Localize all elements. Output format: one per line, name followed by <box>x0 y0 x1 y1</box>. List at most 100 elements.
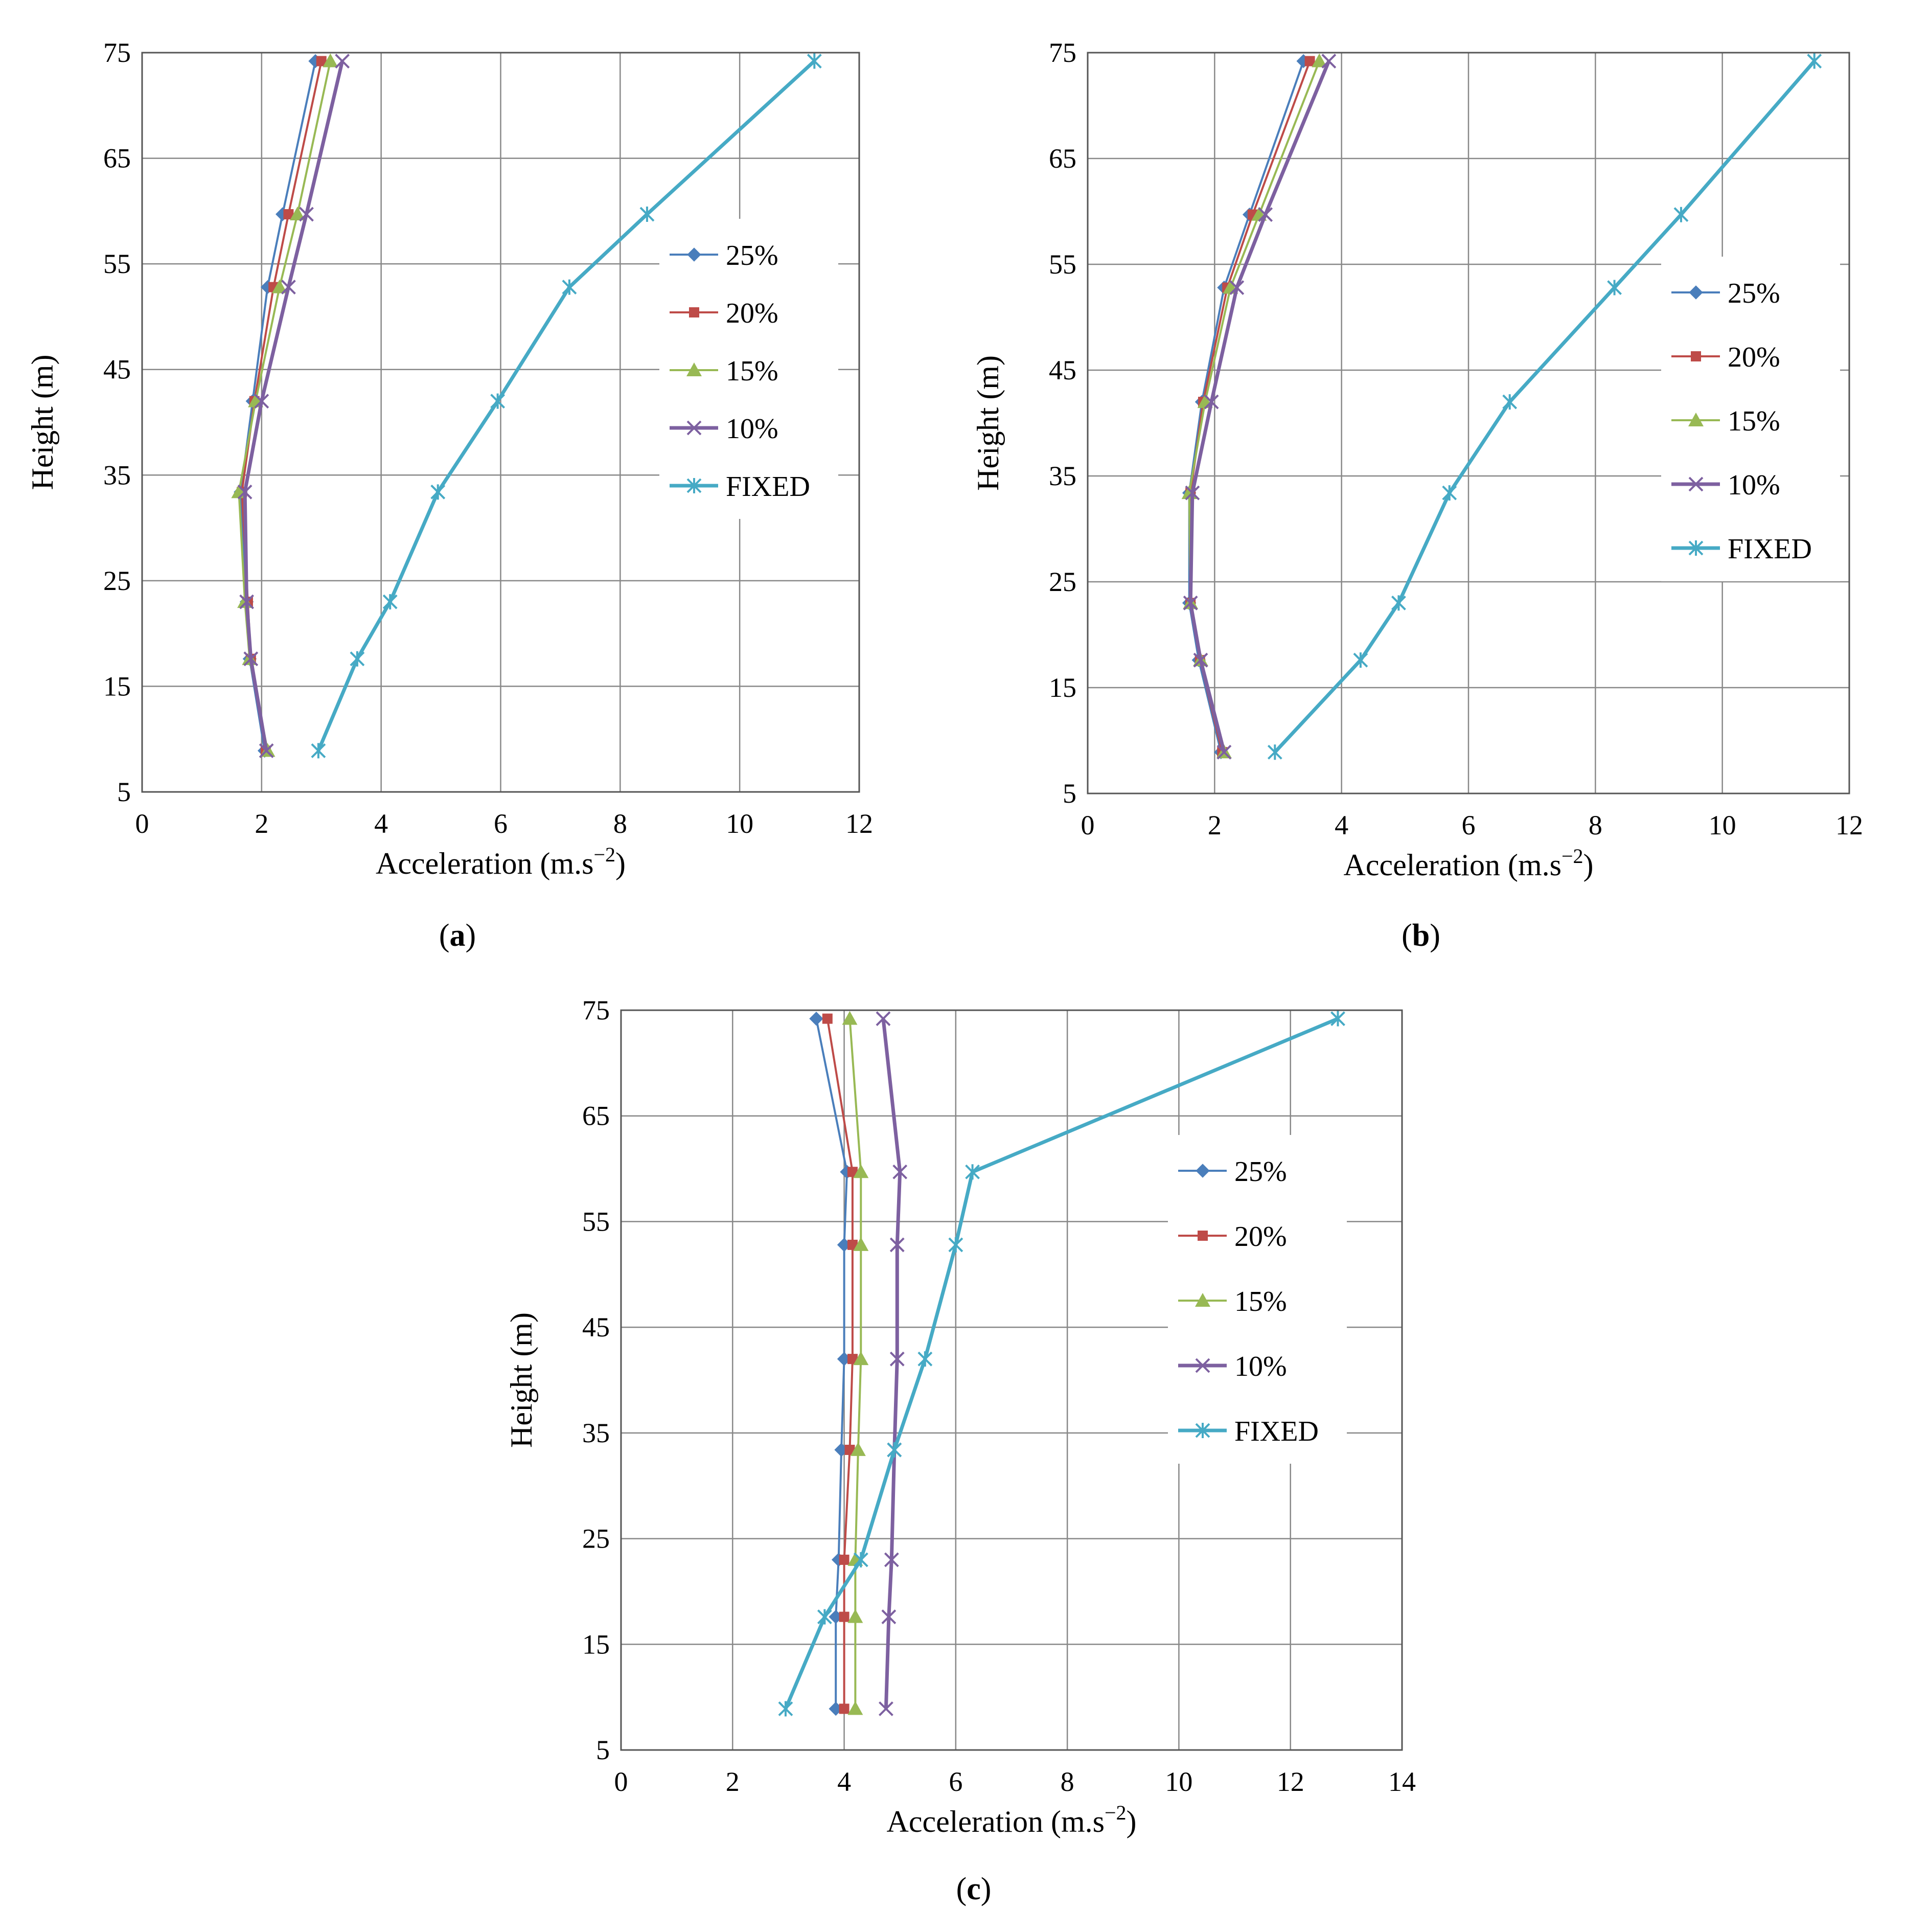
data-point <box>281 280 296 295</box>
legend-label: FIXED <box>1728 533 1812 565</box>
legend-label: 15% <box>1234 1286 1287 1317</box>
legend-label: 15% <box>726 355 778 387</box>
y-tick-label: 35 <box>103 460 131 490</box>
legend-label: 25% <box>1234 1156 1287 1188</box>
data-point <box>562 279 577 295</box>
x-tick-label: 10 <box>1165 1766 1192 1797</box>
legend-label: 10% <box>726 413 778 445</box>
data-point <box>1607 280 1622 296</box>
y-tick-label: 25 <box>1049 566 1076 597</box>
y-tick-label: 5 <box>117 777 131 807</box>
legend-marker <box>1196 1164 1210 1178</box>
y-tick-label: 65 <box>1049 143 1076 174</box>
x-tick-label: 2 <box>726 1766 740 1797</box>
legend-marker <box>1195 1293 1210 1307</box>
x-tick-label: 10 <box>1709 810 1736 840</box>
x-tick-label: 2 <box>1208 810 1222 840</box>
legend-background <box>659 219 838 519</box>
data-point <box>850 1442 866 1456</box>
data-point <box>299 207 314 222</box>
legend-marker <box>1688 476 1704 492</box>
data-point <box>243 651 259 667</box>
y-tick-label: 25 <box>103 565 131 596</box>
data-point <box>822 1013 833 1024</box>
y-tick-label: 25 <box>582 1524 610 1554</box>
y-axis-title: Height (m) <box>26 355 59 490</box>
data-point <box>1353 652 1368 668</box>
legend-entry: FIXED <box>1178 1416 1319 1447</box>
data-point <box>271 279 287 293</box>
legend-label: FIXED <box>1234 1416 1319 1447</box>
legend-label: 20% <box>1234 1221 1287 1253</box>
series-10pct <box>237 54 350 758</box>
data-point <box>382 594 398 610</box>
x-tick-label: 12 <box>1277 1766 1304 1797</box>
y-tick-label: 75 <box>582 995 610 1026</box>
data-point <box>1391 595 1406 611</box>
legend-label: 15% <box>1728 405 1780 437</box>
data-point <box>335 54 350 69</box>
data-point <box>1502 394 1518 410</box>
x-tick-label: 14 <box>1388 1766 1416 1797</box>
data-point <box>853 1237 869 1251</box>
legend-marker <box>1691 351 1701 361</box>
data-point <box>876 1011 891 1026</box>
x-tick-label: 0 <box>135 808 149 839</box>
series-line <box>1188 60 1331 753</box>
data-point <box>1312 53 1327 67</box>
data-point <box>1330 1011 1345 1027</box>
legend-entry: 15% <box>670 355 778 387</box>
x-axis-title: Acceleration (m.s−2) <box>376 843 626 880</box>
y-tick-label: 45 <box>582 1312 610 1343</box>
data-point <box>847 1701 863 1715</box>
data-point <box>323 53 338 67</box>
legend-label: FIXED <box>726 471 810 503</box>
y-tick-label: 65 <box>582 1101 610 1131</box>
data-point <box>311 743 326 759</box>
data-point <box>842 1011 858 1025</box>
data-point <box>778 1701 793 1717</box>
data-point <box>847 1239 858 1250</box>
y-tick-label: 15 <box>582 1629 610 1660</box>
data-point <box>1807 53 1822 69</box>
legend-entry: 15% <box>1671 405 1780 437</box>
legend-entry: 20% <box>1671 342 1780 373</box>
data-point <box>283 209 294 220</box>
y-tick-label: 75 <box>1049 37 1076 68</box>
y-axis-title: Height (m) <box>504 1312 538 1448</box>
legend-marker <box>689 307 699 317</box>
y-tick-label: 55 <box>103 248 131 279</box>
x-axis-title: Acceleration (m.s−2) <box>1343 845 1593 882</box>
legend-entry: FIXED <box>1671 533 1812 565</box>
legend-marker <box>686 420 702 436</box>
x-axis-title: Acceleration (m.s−2) <box>886 1801 1136 1838</box>
series-20pct <box>822 1013 858 1714</box>
chart-panel-b: 0 2 4 6 8 10 12 5 15 25 35 45 55 65 75 Acceleration (m.… <box>971 37 1863 953</box>
series-10pct <box>1183 54 1337 760</box>
y-tick-label: 35 <box>582 1418 610 1448</box>
legend-label: 20% <box>726 298 778 329</box>
data-point <box>844 1444 855 1455</box>
y-tick-label: 35 <box>1049 461 1076 491</box>
legend-marker <box>1688 413 1704 426</box>
data-point <box>1185 485 1200 501</box>
series-line <box>826 1018 854 1709</box>
data-point <box>1229 280 1245 295</box>
series-line <box>848 1018 862 1709</box>
panel-label: (c) <box>956 1872 992 1906</box>
x-tick-label: 0 <box>1081 810 1095 840</box>
legend-label: 10% <box>1234 1351 1287 1382</box>
data-point <box>1193 652 1208 668</box>
data-point <box>884 1552 899 1567</box>
x-tick-label: 12 <box>845 808 873 839</box>
series-line <box>1273 60 1816 754</box>
data-point <box>809 1011 823 1026</box>
series-fixed <box>311 53 822 759</box>
legend-entry: FIXED <box>670 471 810 503</box>
data-point <box>887 1442 902 1458</box>
series-10pct <box>876 1011 908 1716</box>
series-line <box>815 1018 848 1709</box>
legend-entry: 10% <box>1671 469 1780 501</box>
panel-label: (b) <box>1402 918 1440 953</box>
x-tick-label: 8 <box>613 808 627 839</box>
